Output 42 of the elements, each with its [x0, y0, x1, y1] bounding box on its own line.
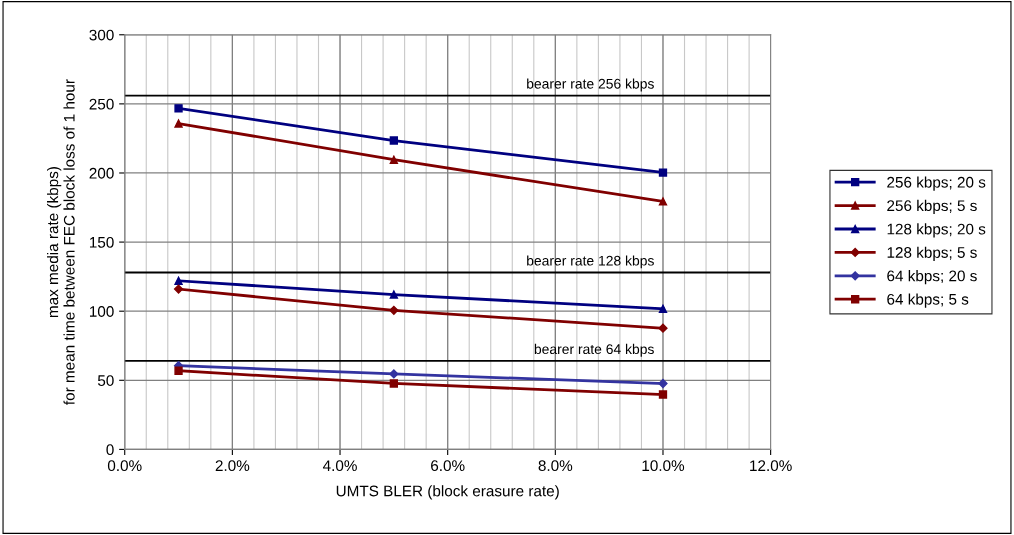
- y-tick-label: 150: [89, 236, 114, 248]
- point: [174, 276, 183, 285]
- x-tick-label: 6.0%: [431, 460, 465, 472]
- y-tick-label: 200: [89, 167, 114, 179]
- point: [658, 197, 668, 206]
- point: [389, 136, 399, 145]
- y-tick-label: 50: [97, 375, 114, 386]
- point: [389, 290, 399, 299]
- point: [174, 119, 183, 128]
- point: [174, 104, 183, 113]
- legend-label: 64 kbps; 20 s: [887, 270, 977, 285]
- y-tick-label: 250: [89, 98, 114, 110]
- point: [658, 323, 668, 333]
- legend-label: 256 kbps; 5 s: [887, 199, 977, 215]
- y-tick-label: 0: [106, 444, 114, 456]
- ref-line-label: bearer rate 256 kbps: [527, 78, 654, 92]
- y-tick-label: 300: [89, 29, 114, 41]
- legend-label: 128 kbps; 5 s: [887, 246, 977, 261]
- x-axis-title: UMTS BLER (block erasure rate): [336, 485, 559, 500]
- x-tick-label: 10.0%: [642, 460, 685, 472]
- x-tick-label: 8.0%: [538, 460, 573, 472]
- point: [173, 284, 184, 294]
- x-tick-label: 0.0%: [107, 460, 142, 472]
- point: [174, 366, 183, 375]
- ref-line-label: bearer rate 64 kbps: [534, 343, 654, 357]
- point: [389, 155, 399, 164]
- point: [658, 304, 668, 314]
- legend-label: 256 kbps; 20 s: [887, 176, 986, 191]
- point: [389, 369, 399, 379]
- point: [658, 168, 668, 177]
- x-tick-label: 12.0%: [750, 460, 792, 472]
- x-tick-label: 2.0%: [215, 460, 250, 472]
- y-axis-title: max media rate (kbps) for mean time between FEC block loss of 1 hour: [47, 79, 75, 405]
- y-tick-label: 100: [89, 306, 114, 317]
- ref-line-label: bearer rate 128 kbps: [527, 255, 654, 269]
- legend-label: 64 kbps; 5 s: [887, 293, 969, 308]
- point: [658, 390, 668, 399]
- legend-label: 128 kbps; 20 s: [887, 223, 986, 238]
- point: [658, 378, 668, 389]
- x-tick-label: 4.0%: [322, 460, 357, 472]
- point: [389, 305, 399, 315]
- point: [389, 379, 399, 388]
